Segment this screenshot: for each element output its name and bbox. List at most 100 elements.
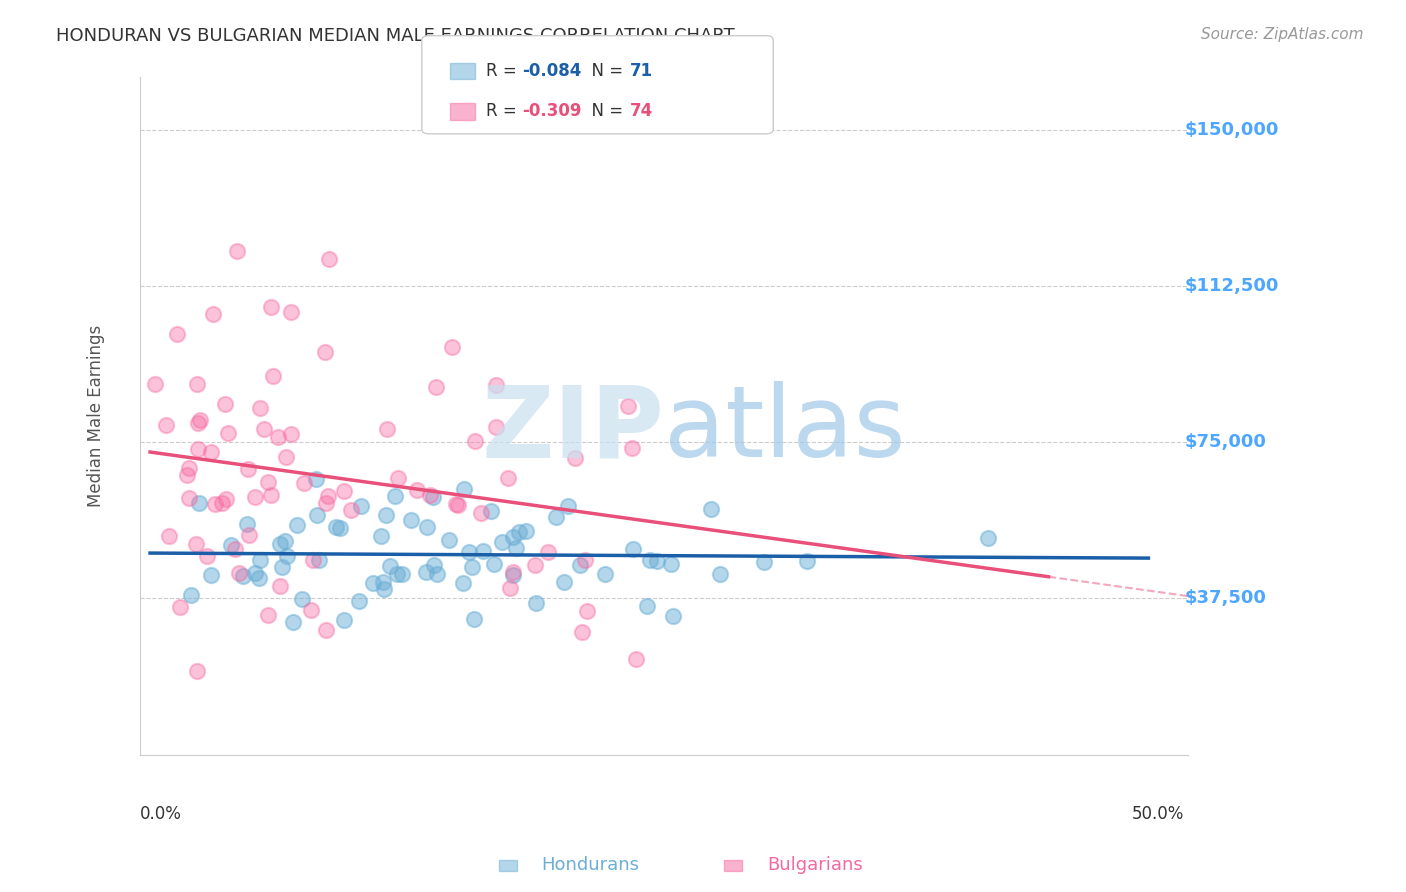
Point bbox=[202, 306, 225, 320]
Point bbox=[238, 461, 260, 475]
Point bbox=[523, 558, 546, 572]
Text: 74: 74 bbox=[630, 103, 654, 120]
Point bbox=[299, 603, 322, 617]
Point bbox=[553, 574, 575, 589]
Point bbox=[211, 496, 233, 510]
Point bbox=[302, 553, 325, 567]
Point bbox=[269, 579, 291, 593]
Point bbox=[243, 490, 266, 504]
Point bbox=[537, 545, 560, 559]
Text: HONDURAN VS BULGARIAN MEDIAN MALE EARNINGS CORRELATION CHART: HONDURAN VS BULGARIAN MEDIAN MALE EARNIN… bbox=[56, 27, 735, 45]
Point bbox=[186, 537, 208, 551]
Point bbox=[700, 501, 723, 516]
Point bbox=[238, 528, 260, 542]
Point bbox=[236, 516, 259, 531]
Point bbox=[621, 441, 644, 455]
Point bbox=[187, 496, 209, 510]
Point bbox=[190, 413, 212, 427]
Text: N =: N = bbox=[581, 62, 628, 80]
Point bbox=[502, 565, 524, 579]
Point bbox=[546, 509, 568, 524]
Point bbox=[186, 665, 208, 679]
Point bbox=[441, 341, 464, 355]
Point bbox=[257, 475, 280, 489]
Point bbox=[280, 426, 302, 441]
Point bbox=[645, 554, 668, 568]
Point bbox=[200, 445, 222, 459]
Point bbox=[215, 491, 238, 506]
Point bbox=[180, 588, 202, 602]
Text: $150,000: $150,000 bbox=[1184, 120, 1278, 138]
Point bbox=[662, 609, 685, 624]
Point bbox=[281, 615, 304, 630]
Point bbox=[621, 541, 644, 556]
Point bbox=[219, 537, 242, 551]
Point bbox=[636, 599, 658, 613]
Point bbox=[471, 544, 494, 558]
Point bbox=[373, 582, 395, 596]
Point bbox=[157, 529, 180, 543]
Point bbox=[339, 503, 361, 517]
Point bbox=[461, 560, 484, 574]
Point bbox=[463, 612, 485, 626]
Point bbox=[166, 327, 188, 342]
Text: R =: R = bbox=[486, 62, 523, 80]
Point bbox=[370, 529, 392, 543]
Point bbox=[437, 533, 460, 547]
Point bbox=[314, 345, 336, 359]
Point bbox=[256, 607, 278, 622]
Point bbox=[179, 461, 201, 475]
Text: -0.084: -0.084 bbox=[522, 62, 581, 80]
Point bbox=[217, 426, 239, 441]
Point bbox=[557, 499, 579, 513]
Point bbox=[524, 596, 547, 610]
Text: $37,500: $37,500 bbox=[1184, 590, 1267, 607]
Point bbox=[274, 534, 297, 549]
Point bbox=[333, 613, 356, 627]
Point bbox=[316, 489, 339, 503]
Text: Bulgarians: Bulgarians bbox=[768, 856, 863, 874]
Text: R =: R = bbox=[486, 103, 523, 120]
Point bbox=[377, 422, 399, 436]
Point bbox=[325, 519, 347, 533]
Point bbox=[453, 482, 475, 496]
Point bbox=[457, 545, 479, 559]
Point bbox=[419, 487, 441, 501]
Point bbox=[568, 558, 591, 572]
Point bbox=[491, 534, 513, 549]
Point bbox=[515, 524, 537, 538]
Text: 50.0%: 50.0% bbox=[1132, 805, 1184, 822]
Text: 71: 71 bbox=[630, 62, 652, 80]
Point bbox=[315, 496, 337, 510]
Point bbox=[422, 491, 444, 505]
Point bbox=[425, 380, 447, 394]
Point bbox=[253, 421, 276, 435]
Point bbox=[195, 549, 218, 563]
Point bbox=[187, 416, 209, 430]
Point bbox=[276, 549, 298, 563]
Point bbox=[796, 554, 818, 568]
Point bbox=[361, 576, 384, 591]
Point bbox=[214, 397, 236, 411]
Point bbox=[155, 417, 177, 432]
Text: Median Male Earnings: Median Male Earnings bbox=[87, 325, 105, 508]
Point bbox=[384, 489, 406, 503]
Point bbox=[499, 581, 522, 595]
Point bbox=[169, 600, 191, 615]
Point bbox=[304, 472, 326, 486]
Point bbox=[401, 513, 423, 527]
Point bbox=[247, 571, 270, 585]
Point bbox=[485, 420, 508, 434]
Point bbox=[315, 624, 337, 638]
Point bbox=[508, 524, 530, 539]
Text: -0.309: -0.309 bbox=[522, 103, 581, 120]
Point bbox=[415, 565, 437, 579]
Point bbox=[616, 399, 638, 413]
Point bbox=[329, 521, 352, 535]
Point bbox=[276, 450, 298, 464]
Point bbox=[485, 377, 508, 392]
Point bbox=[249, 553, 271, 567]
Point bbox=[387, 471, 409, 485]
Point bbox=[624, 652, 647, 666]
Point bbox=[482, 557, 505, 571]
